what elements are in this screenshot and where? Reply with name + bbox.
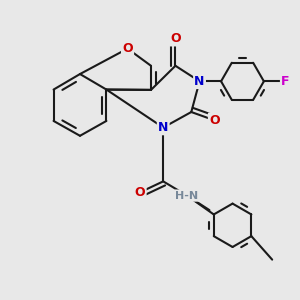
Text: O: O (122, 42, 133, 55)
Text: F: F (281, 75, 290, 88)
Text: O: O (135, 186, 146, 199)
Text: H-N: H-N (176, 190, 199, 201)
Text: O: O (209, 114, 220, 127)
Text: N: N (158, 121, 168, 134)
Text: O: O (170, 32, 181, 45)
Text: N: N (194, 75, 205, 88)
